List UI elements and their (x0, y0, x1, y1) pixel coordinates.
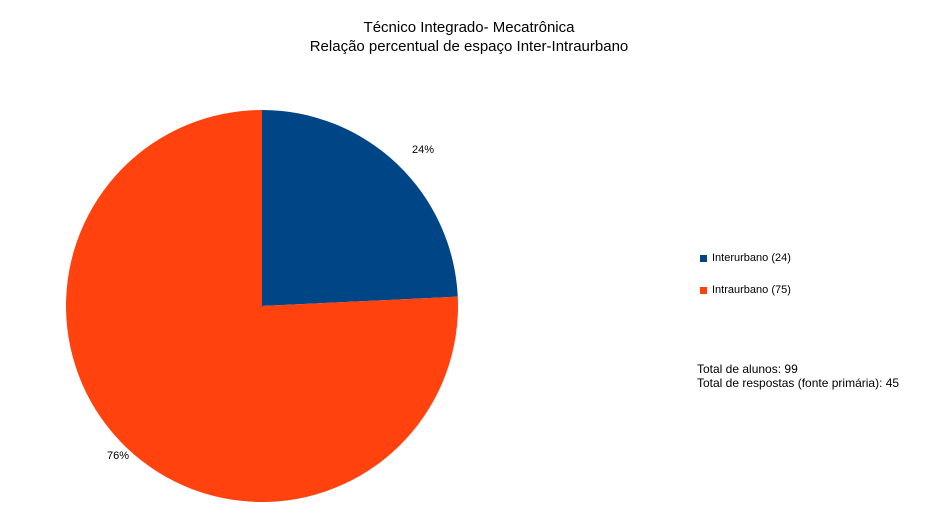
total-alunos: Total de alunos: 99 (697, 362, 798, 376)
chart-subtitle: Relação percentual de espaço Inter-Intra… (309, 38, 629, 55)
legend-label-interurbano: Interurbano (24) (712, 252, 791, 264)
legend-item-intraurbano: Intraurbano (75) (700, 282, 791, 298)
pie-slice-label-0: 24% (412, 144, 434, 156)
legend-label-intraurbano: Intraurbano (75) (712, 284, 791, 296)
total-respostas: Total de respostas (fonte primária): 45 (697, 376, 900, 390)
pie-slice-1 (65, 110, 458, 502)
legend-item-interurbano: Interurbano (24) (700, 250, 791, 266)
legend-swatch-interurbano (700, 254, 707, 262)
pie-slice-0 (262, 110, 458, 306)
chart-title-block: Técnico Integrado- Mecatrônica Relação p… (0, 18, 938, 56)
chart-title: Técnico Integrado- Mecatrônica (363, 19, 575, 36)
notes: Total de alunos: 99 Total de respostas (… (697, 362, 899, 390)
legend-swatch-intraurbano (700, 286, 707, 294)
pie-slice-label-1: 76% (107, 450, 129, 462)
legend: Interurbano (24) Intraurbano (75) (700, 250, 791, 314)
